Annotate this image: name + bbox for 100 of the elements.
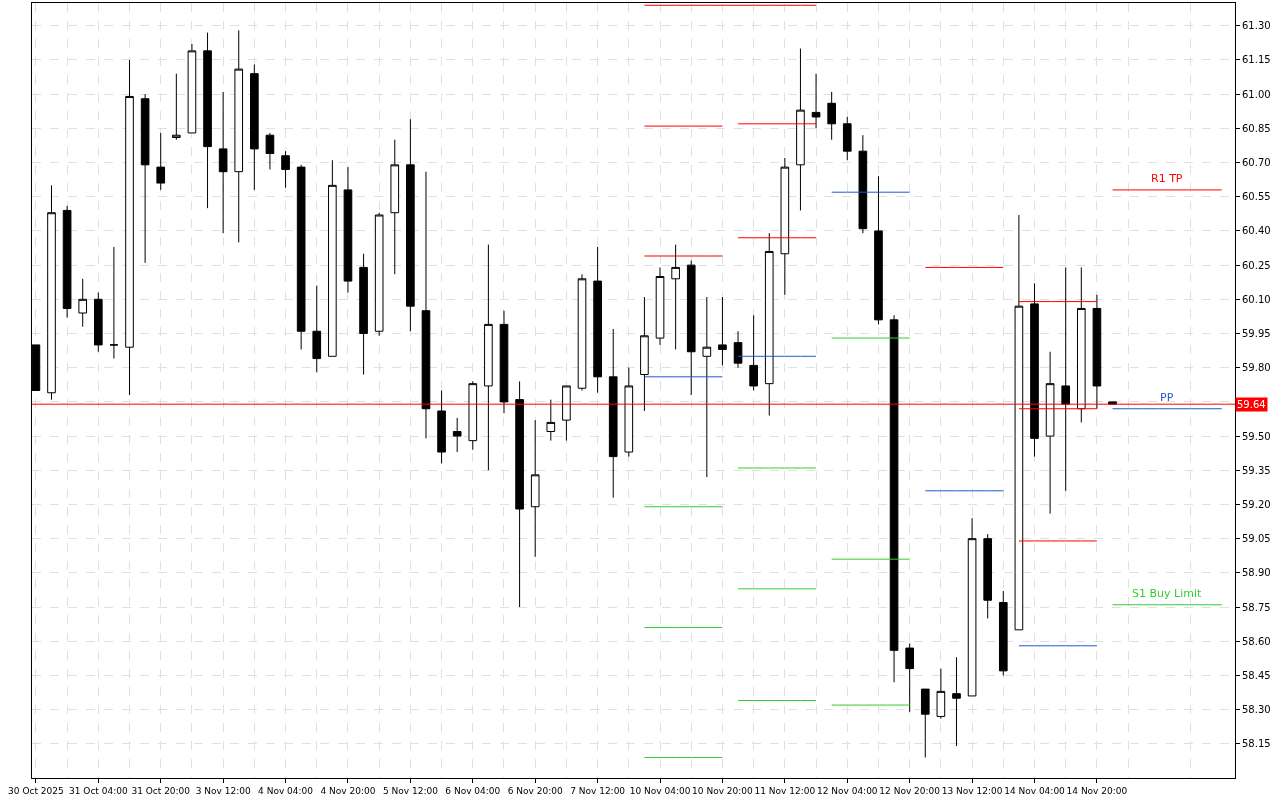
candlestick [858,134,868,234]
x-tick-label: 4 Nov 20:00 [320,785,376,796]
candlestick [437,390,446,464]
y-tick-label: 61.30 [1242,20,1271,32]
candlestick [515,380,524,608]
candlestick [749,314,758,391]
x-tick-label: 12 Nov 04:00 [816,785,878,796]
candlestick [47,184,56,401]
x-tick-label: 11 Nov 12:00 [754,785,816,796]
candlestick [1014,214,1024,631]
candlestick [281,150,290,189]
candlestick [936,668,946,720]
candlestick [218,91,228,234]
candlestick [312,285,322,373]
candlestick [421,171,431,439]
candlestick [374,212,384,337]
x-tick-label: 7 Nov 12:00 [570,785,626,796]
series-label: PP [1160,391,1174,404]
candlestick [764,232,774,417]
x-tick-label: 12 Nov 20:00 [879,785,941,796]
candlestick [1076,266,1086,423]
x-tick-label: 31 Oct 04:00 [68,785,128,796]
candlestick [655,266,665,346]
x-tick-label: 3 Nov 12:00 [195,785,251,796]
candlestick [1045,351,1055,515]
y-tick-label: 58.15 [1242,738,1271,750]
y-tick-label: 58.45 [1242,669,1271,681]
candlestick [172,73,181,141]
candlestick [265,132,275,170]
candlestick [1061,266,1071,492]
candlestick [952,656,961,747]
y-tick-label: 59.35 [1242,464,1271,476]
candlestick [796,48,805,211]
candlestick [1030,282,1039,458]
y-tick-label: 60.85 [1242,122,1271,134]
candlestick [811,73,821,129]
candlestick [234,29,244,243]
candlestick [562,385,571,442]
candlestick [827,91,836,141]
y-tick-label: 60.25 [1242,259,1271,271]
candlestick [452,417,462,453]
candlestick [998,590,1008,676]
candlestick [702,296,712,478]
y-tick-label: 58.30 [1242,704,1271,716]
candlestick [889,314,899,683]
candlestick [983,533,993,619]
candlestick [203,32,212,209]
candlestick [546,399,556,442]
candlestick [62,205,72,319]
candlestick [624,367,634,458]
x-tick-label: 14 Nov 04:00 [1004,785,1066,796]
candlestick [187,43,197,134]
y-tick-label: 59.80 [1242,362,1271,374]
candlestick [842,116,852,161]
x-tick-label: 30 Oct 2025 [8,785,64,796]
candlestick [359,253,368,376]
x-tick-label: 4 Nov 04:00 [258,785,314,796]
y-tick-label: 59.20 [1242,498,1271,510]
candlestick [156,132,166,191]
candlestick [109,246,119,360]
y-tick-label: 60.55 [1242,191,1271,203]
candlestick [499,310,509,414]
candlestick [608,328,618,499]
y-tick-label: 61.00 [1242,88,1271,100]
candlestick [640,296,649,412]
candlestick [343,166,353,293]
x-tick-label: 10 Nov 20:00 [692,785,754,796]
x-tick-label: 6 Nov 04:00 [445,785,501,796]
series-label: S1 Buy Limit [1132,587,1202,600]
candlestick [93,291,103,353]
candlestick [1092,294,1102,410]
candlestick [905,643,914,713]
y-tick-label: 59.50 [1242,430,1271,442]
x-tick-label: 5 Nov 12:00 [382,785,439,796]
candlestick [250,64,259,191]
candlestick [140,93,150,264]
y-tick-label: 60.40 [1242,225,1271,237]
candlestick [577,273,587,391]
y-tick-label: 59.05 [1242,533,1271,545]
y-tick-label: 59.95 [1242,328,1271,340]
candlestick [718,296,727,366]
candlestick [686,260,696,396]
y-tick-label: 58.90 [1242,567,1271,579]
candlestick [671,244,680,350]
candlestick [530,419,540,558]
candlestick [390,139,400,275]
series-label: R1 TP [1151,172,1183,185]
x-tick-label: 13 Nov 12:00 [941,785,1003,796]
candlestick [920,688,930,758]
candlestick [733,330,743,369]
y-tick-label: 60.10 [1242,293,1271,305]
ref-line-label: 59.64 [1237,399,1266,410]
y-tick-label: 58.60 [1242,635,1271,647]
x-tick-label: 14 Nov 20:00 [1066,785,1128,796]
candlestick [328,159,337,357]
candlestick [468,380,478,451]
candlestick [967,517,977,697]
y-tick-label: 58.75 [1242,601,1271,613]
y-tick-label: 60.70 [1242,157,1271,169]
y-tick-label: 61.15 [1242,54,1271,66]
